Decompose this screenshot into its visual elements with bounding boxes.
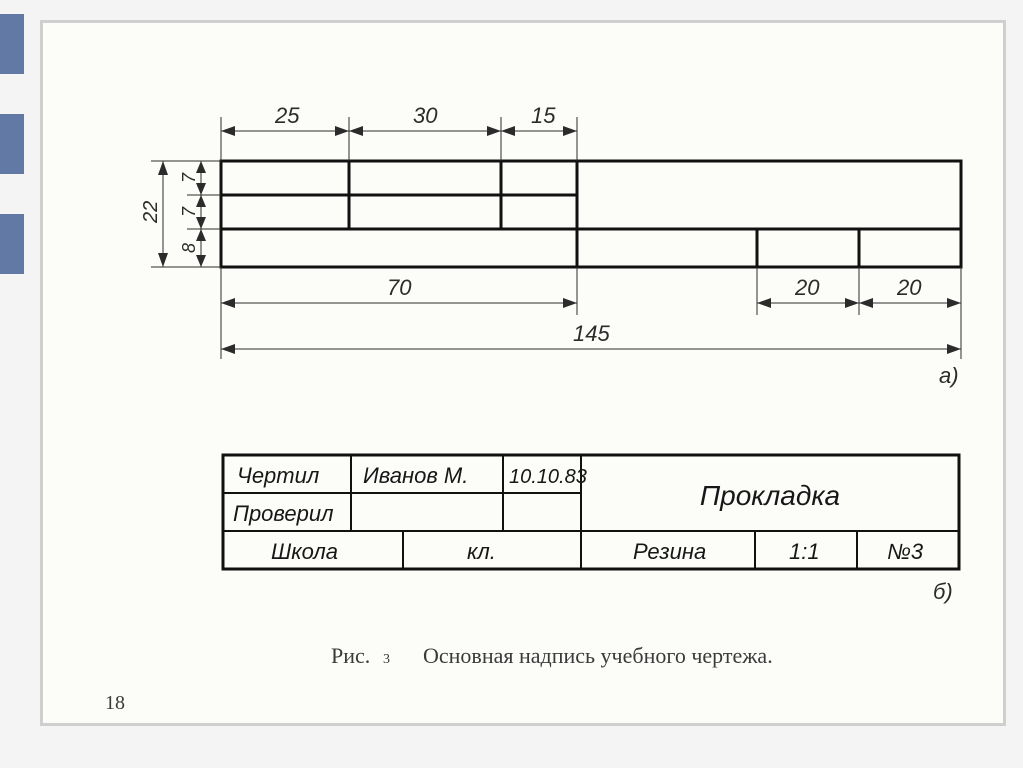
title-block: Прокладка <box>700 480 840 511</box>
caption-num: 3 <box>383 652 390 667</box>
cell-scale: 1:1 <box>789 539 820 564</box>
cell-school: Школа <box>271 539 338 564</box>
dim-label: 30 <box>413 103 438 128</box>
frame-a <box>221 161 961 267</box>
subfigure-label-b: б) <box>933 579 953 604</box>
page-scan: 25 30 15 22 7 7 8 70 20 20 145 а) Чертил… <box>40 20 1006 726</box>
dim-label: 7 <box>179 206 199 217</box>
sidebar-pill <box>0 114 24 174</box>
drawing-svg: 25 30 15 22 7 7 8 70 20 20 145 а) Чертил… <box>43 23 1003 723</box>
dim-label: 70 <box>387 275 412 300</box>
dim-label: 20 <box>896 275 922 300</box>
dim-label: 8 <box>179 243 199 253</box>
cell-class: кл. <box>467 539 496 564</box>
dim-label: 15 <box>531 103 556 128</box>
caption-prefix: Рис. <box>331 643 370 668</box>
dim-bottom-1 <box>221 298 961 308</box>
dim-label: 25 <box>274 103 300 128</box>
cell-proveril: Проверил <box>233 501 334 526</box>
cell-number: №3 <box>887 539 924 564</box>
cell-date: 10.10.83 <box>509 466 587 488</box>
cell-author: Иванов М. <box>363 463 468 488</box>
page-number: 18 <box>105 692 125 714</box>
sidebar-pill <box>0 214 24 274</box>
dim-label: 20 <box>794 275 820 300</box>
caption-text: Основная надпись учебного чертежа. <box>423 643 773 668</box>
cell-chertil: Чертил <box>237 463 319 488</box>
sidebar-pill <box>0 14 24 74</box>
dim-label: 7 <box>179 172 199 183</box>
dim-label: 145 <box>573 321 610 346</box>
subfigure-label-a: а) <box>939 363 959 388</box>
dim-label: 22 <box>140 201 162 224</box>
cell-material: Резина <box>633 539 706 564</box>
